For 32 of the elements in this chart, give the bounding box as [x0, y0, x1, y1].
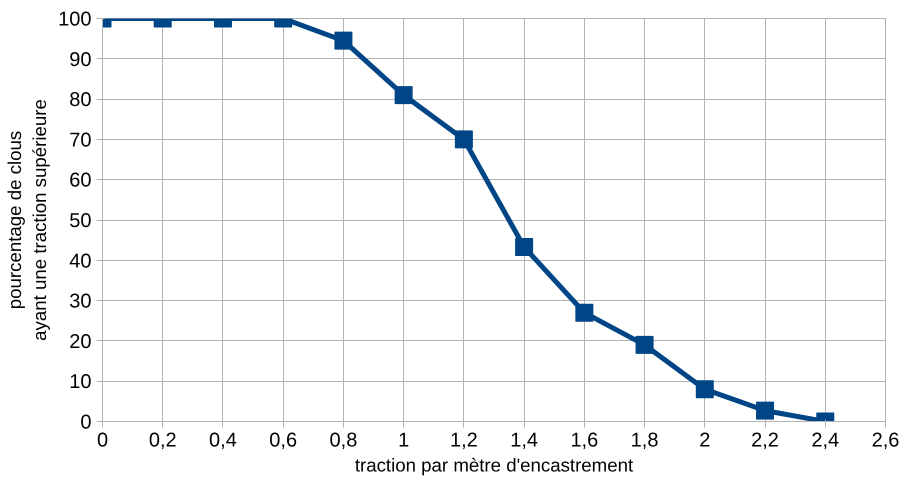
- x-tick-label: 1: [398, 430, 410, 452]
- y-tick-label: 0: [80, 412, 92, 434]
- x-tick-label: 2,6: [872, 430, 900, 452]
- y-tick-label: 40: [69, 250, 92, 272]
- x-tick-label: 2: [699, 430, 710, 452]
- y-tick-label: 60: [69, 170, 92, 192]
- y-tick-label: 20: [69, 330, 92, 353]
- point: [575, 304, 594, 322]
- y-tick-label: 10: [69, 371, 92, 394]
- x-axis-title: traction par mètre d'encastrement: [354, 454, 634, 476]
- x-tick-label: 0: [96, 430, 108, 452]
- point: [515, 238, 534, 256]
- point: [636, 336, 654, 354]
- x-tick-label: 0,4: [209, 430, 237, 452]
- x-tick-label: 1,8: [630, 430, 658, 452]
- point: [756, 402, 774, 420]
- point: [696, 380, 714, 398]
- x-tick-label: 2,4: [811, 430, 840, 452]
- x-tick-label: 1,2: [450, 430, 478, 452]
- x-tick-label: 2,2: [751, 430, 779, 452]
- x-tick-label: 0,8: [330, 430, 358, 452]
- y-tick-label: 50: [69, 210, 92, 232]
- y-tick-label: 90: [69, 48, 92, 71]
- x-tick-label: 0,6: [269, 430, 298, 452]
- y-tick-label: 100: [58, 8, 92, 30]
- y-tick-label: 80: [69, 89, 92, 112]
- y-tick-label: 70: [69, 129, 92, 152]
- x-tick-label: 0,2: [148, 430, 177, 452]
- x-tick-label: 1,6: [570, 430, 598, 452]
- x-tick-label: 1,4: [510, 430, 538, 452]
- y-tick-label: 30: [69, 290, 92, 313]
- y-axis-title: pourcentage de clous ayant une traction supérieure: [4, 99, 50, 341]
